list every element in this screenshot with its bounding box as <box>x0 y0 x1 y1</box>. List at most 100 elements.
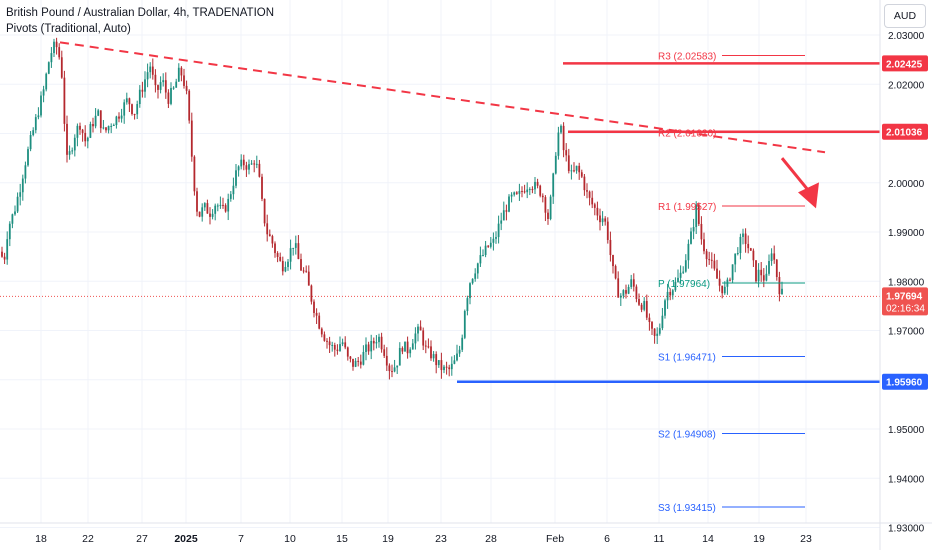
candle-body <box>705 251 708 260</box>
candle <box>370 334 373 360</box>
candle-body <box>188 90 191 121</box>
candle-body <box>63 77 66 124</box>
candle-body <box>185 85 188 91</box>
candle <box>677 269 679 283</box>
candle-body <box>573 170 575 172</box>
candle <box>747 235 750 254</box>
currency-button[interactable]: AUD <box>884 4 926 28</box>
candle-body <box>391 371 393 373</box>
candle-body <box>679 272 682 278</box>
x-tick-label: Feb <box>546 533 564 545</box>
candle <box>112 123 115 127</box>
candle <box>622 289 625 299</box>
candle <box>16 192 19 214</box>
candle-body <box>497 223 500 238</box>
candle <box>716 259 718 279</box>
candle-body <box>8 223 11 240</box>
candle <box>76 123 79 147</box>
candle-body <box>739 236 742 254</box>
candle-body <box>630 279 633 287</box>
candlestick-series <box>1 37 783 380</box>
candle <box>300 253 302 272</box>
candle-body <box>651 322 653 329</box>
candle-body <box>409 349 412 354</box>
y-tick-label: 1.93000 <box>888 524 925 535</box>
candle-body <box>671 290 674 296</box>
candle-body <box>669 291 672 296</box>
candle <box>102 119 105 130</box>
candle <box>120 108 123 123</box>
candle <box>495 231 497 244</box>
candle-body <box>513 192 516 195</box>
candle <box>645 294 648 321</box>
candle <box>450 356 453 376</box>
candle-body <box>474 273 477 279</box>
candle <box>333 342 336 357</box>
candle <box>354 358 357 368</box>
candle-body <box>554 155 557 174</box>
candle <box>352 358 354 371</box>
candle-body <box>638 298 640 305</box>
candle <box>146 63 149 88</box>
candle <box>222 197 224 209</box>
candle-body <box>690 231 692 244</box>
candle-body <box>6 239 9 260</box>
candle-body <box>734 253 737 265</box>
y-tick-label: 1.97000 <box>888 327 925 338</box>
candle <box>60 50 63 79</box>
candle-body <box>177 67 180 82</box>
candle <box>666 283 669 309</box>
candle-body <box>713 260 716 269</box>
candle <box>248 159 250 175</box>
candle <box>281 256 284 276</box>
candle-body <box>773 253 776 260</box>
candle <box>489 236 492 249</box>
candle-body <box>414 333 417 344</box>
candle <box>424 340 427 354</box>
candle-body <box>21 178 24 193</box>
x-tick-label: 23 <box>800 533 812 545</box>
candle <box>570 164 573 180</box>
key-level-value: 2.02425 <box>886 59 923 70</box>
candle-body <box>268 234 271 237</box>
candle <box>643 297 646 312</box>
candle <box>37 107 40 120</box>
candle-body <box>458 349 461 354</box>
candle <box>635 284 638 303</box>
candle <box>404 341 406 352</box>
candle-body <box>362 351 365 365</box>
indicator-legend[interactable]: Pivots (Traditional, Auto) <box>6 23 131 35</box>
candle-body <box>760 269 763 276</box>
candle-body <box>71 150 74 152</box>
candle-body <box>245 165 248 170</box>
candle <box>81 128 84 142</box>
candle <box>778 271 781 302</box>
candle <box>268 229 271 237</box>
candle-body <box>729 279 731 281</box>
candle <box>578 162 581 180</box>
candle <box>523 184 526 194</box>
candle-body <box>206 203 209 214</box>
candle <box>557 126 560 160</box>
candle-body <box>588 191 591 198</box>
candle <box>151 58 154 80</box>
candle-body <box>112 125 115 127</box>
candle <box>224 203 227 213</box>
candle-body <box>167 92 170 104</box>
candle-body <box>435 354 438 366</box>
candle-body <box>775 259 778 278</box>
candle <box>682 266 685 274</box>
candle <box>487 245 490 248</box>
candle <box>1 246 3 258</box>
candle-body <box>357 360 360 362</box>
candle <box>323 331 326 342</box>
candle-body <box>718 278 721 286</box>
candle-body <box>508 196 510 212</box>
candle-body <box>162 80 165 83</box>
candle <box>227 193 230 221</box>
candle <box>599 208 601 231</box>
candle <box>505 204 508 221</box>
candle <box>406 336 409 359</box>
candle-body <box>159 82 162 90</box>
